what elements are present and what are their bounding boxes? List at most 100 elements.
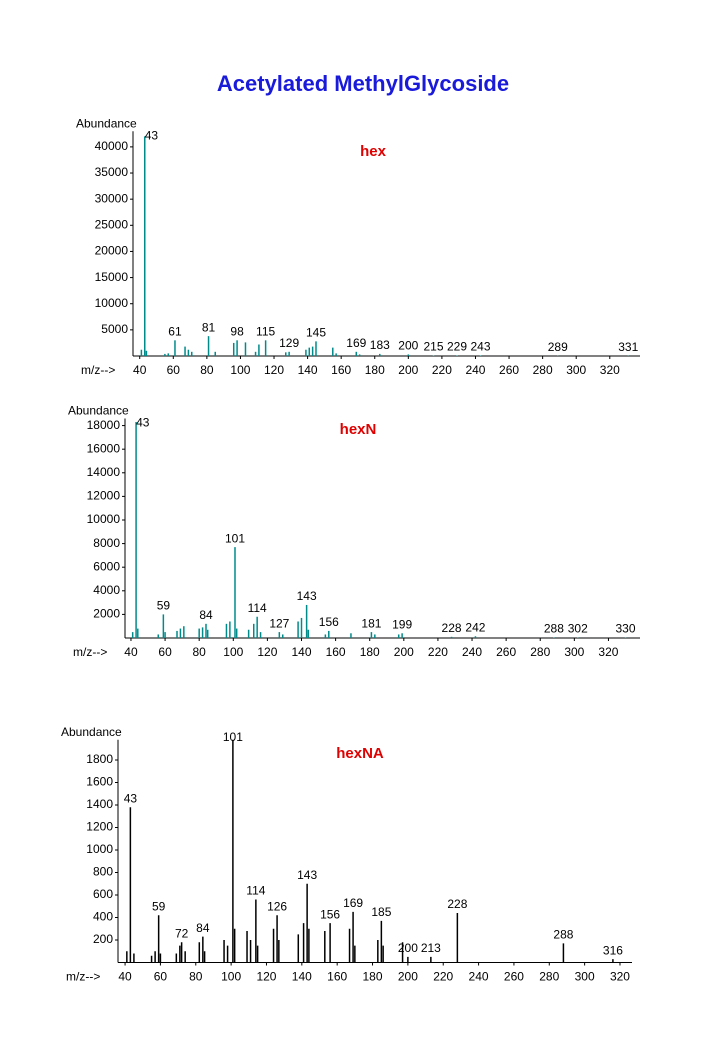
y-axis-label: Abundance	[76, 116, 137, 130]
y-tick-label: 5000	[101, 322, 128, 336]
y-tick-label: 400	[93, 910, 113, 924]
x-tick-label: 140	[292, 970, 312, 984]
x-tick-label: 40	[133, 363, 147, 377]
x-axis-label: m/z-->	[73, 645, 107, 659]
peak-label: 101	[223, 730, 243, 744]
x-tick-label: 300	[566, 363, 586, 377]
x-axis-label: m/z-->	[81, 363, 115, 377]
x-tick-label: 100	[223, 645, 243, 659]
peak-label: 330	[615, 622, 635, 636]
peak-label: 84	[199, 608, 213, 622]
peak-label: 169	[346, 336, 366, 350]
x-tick-label: 260	[504, 970, 524, 984]
chart-title: hexN	[340, 421, 377, 438]
x-tick-label: 320	[600, 363, 620, 377]
peak-label: 228	[442, 621, 462, 635]
x-tick-label: 280	[533, 363, 553, 377]
x-tick-label: 100	[221, 970, 241, 984]
x-tick-label: 220	[428, 645, 448, 659]
y-tick-label: 800	[93, 865, 113, 879]
peak-label: 59	[157, 599, 171, 613]
peak-label: 200	[398, 941, 418, 955]
peak-label: 59	[152, 899, 166, 913]
x-tick-label: 260	[499, 363, 519, 377]
peak-label: 199	[392, 617, 412, 631]
peak-label: 243	[470, 340, 490, 354]
y-tick-label: 18000	[87, 418, 121, 432]
x-tick-label: 140	[298, 363, 318, 377]
y-tick-label: 1800	[86, 752, 113, 766]
x-tick-label: 200	[394, 645, 414, 659]
x-tick-label: 60	[158, 645, 172, 659]
x-tick-label: 180	[363, 970, 383, 984]
y-tick-label: 8000	[93, 536, 120, 550]
x-tick-label: 240	[462, 645, 482, 659]
peak-label: 183	[370, 338, 390, 352]
y-tick-label: 200	[93, 932, 113, 946]
peak-label: 229	[447, 340, 467, 354]
peak-label: 242	[465, 620, 485, 634]
x-tick-label: 80	[200, 363, 214, 377]
y-tick-label: 1600	[86, 775, 113, 789]
y-axis-label: Abundance	[61, 725, 122, 739]
x-axis-label: m/z-->	[66, 970, 100, 984]
peak-label: 115	[256, 324, 275, 338]
y-tick-label: 2000	[93, 607, 120, 621]
peak-label: 129	[279, 336, 299, 350]
y-tick-label: 25000	[95, 217, 129, 231]
x-tick-label: 180	[360, 645, 380, 659]
y-tick-label: 20000	[95, 244, 129, 258]
peak-label: 43	[145, 128, 159, 142]
peak-label: 169	[343, 896, 363, 910]
peak-label: 114	[246, 884, 265, 898]
peak-label: 213	[421, 941, 441, 955]
peak-label: 143	[297, 868, 317, 882]
y-tick-label: 15000	[95, 270, 129, 284]
peak-label: 316	[603, 943, 623, 957]
peak-label: 331	[618, 340, 638, 354]
x-tick-label: 180	[365, 363, 385, 377]
peak-label: 156	[319, 615, 339, 629]
x-tick-label: 100	[230, 363, 250, 377]
x-tick-label: 260	[496, 645, 516, 659]
x-tick-label: 320	[610, 970, 630, 984]
peak-label: 101	[225, 531, 245, 545]
peak-label: 61	[168, 324, 182, 338]
x-tick-label: 120	[256, 970, 276, 984]
peak-label: 181	[361, 616, 381, 630]
peak-label: 84	[196, 921, 210, 935]
peak-label: 288	[553, 928, 573, 942]
x-tick-label: 60	[167, 363, 181, 377]
peak-label: 156	[320, 907, 340, 921]
x-tick-label: 80	[189, 970, 203, 984]
x-tick-label: 220	[433, 970, 453, 984]
x-tick-label: 80	[193, 645, 207, 659]
peak-label: 72	[175, 926, 189, 940]
peak-label: 228	[447, 897, 467, 911]
y-tick-label: 10000	[95, 296, 129, 310]
peak-label: 127	[269, 616, 289, 630]
y-tick-label: 4000	[93, 583, 120, 597]
y-tick-label: 30000	[95, 191, 129, 205]
y-tick-label: 1200	[86, 820, 113, 834]
x-tick-label: 160	[327, 970, 347, 984]
x-tick-label: 160	[326, 645, 346, 659]
y-tick-label: 16000	[87, 441, 121, 455]
x-tick-label: 220	[432, 363, 452, 377]
chart-title: hex	[360, 143, 387, 160]
x-tick-label: 60	[154, 970, 168, 984]
x-tick-label: 160	[331, 363, 351, 377]
peak-label: 98	[230, 324, 244, 338]
y-tick-label: 35000	[95, 165, 129, 179]
peak-label: 126	[267, 899, 287, 913]
x-tick-label: 240	[469, 970, 489, 984]
peak-label: 288	[544, 622, 564, 636]
x-tick-label: 300	[575, 970, 595, 984]
x-tick-label: 140	[291, 645, 311, 659]
y-tick-label: 1400	[86, 797, 113, 811]
chart-title: hexNA	[336, 745, 384, 762]
x-tick-label: 320	[598, 645, 618, 659]
peak-label: 145	[306, 326, 326, 340]
y-tick-label: 600	[93, 887, 113, 901]
